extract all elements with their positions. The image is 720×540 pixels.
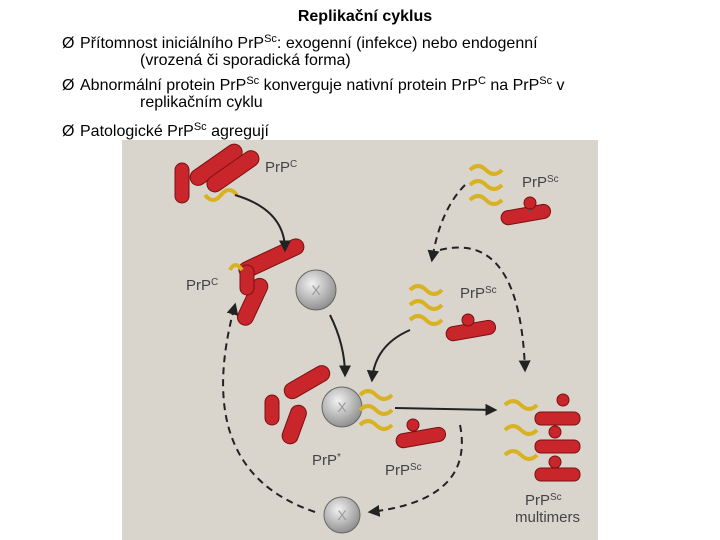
diagram-label: PrPC [186, 277, 218, 295]
circle-label: X [311, 282, 321, 298]
bullet-text: Abnormální protein PrPSc konverguje nati… [80, 75, 565, 94]
text-run: Patologické PrP [80, 123, 194, 140]
text-run: konverguje nativní protein PrP [259, 77, 478, 94]
text-run: v [552, 77, 564, 94]
text-run: multimers [515, 509, 580, 526]
text-run: (vrozená či sporadická forma) [140, 52, 351, 69]
text-run: PrP [186, 277, 211, 294]
diagram-label: multimers [515, 509, 580, 526]
text-run: PrP [265, 159, 290, 176]
text-run: agregují [207, 123, 270, 140]
bullet-text: (vrozená či sporadická forma) [140, 52, 351, 69]
superscript: C [478, 75, 486, 87]
superscript: Sc [194, 121, 207, 133]
diagram-label: PrPC [265, 159, 297, 177]
text-run: PrP [460, 285, 485, 302]
bullet-text: Patologické PrPSc agregují [80, 121, 270, 140]
superscript: Sc [547, 174, 559, 185]
superscript: Sc [410, 462, 422, 473]
superscript: Sc [539, 75, 552, 87]
circle-label: X [337, 507, 347, 523]
arrows [222, 184, 531, 517]
superscript: * [337, 452, 341, 463]
bullet-text: Přítomnost iniciálního PrPSc: exogenní (… [80, 33, 538, 52]
text-run: replikačním cyklu [140, 94, 263, 111]
bullet-text: replikačním cyklu [140, 94, 263, 111]
bullet-marker: Ø [62, 35, 74, 52]
text-run: na PrP [486, 77, 539, 94]
diagram-label: PrPSc [522, 174, 559, 192]
text-run: PrP [522, 174, 547, 191]
text-run: Přítomnost iniciálního PrP [80, 35, 264, 52]
diagram-label: PrP* [312, 452, 341, 470]
diagram-label: PrPSc [525, 492, 562, 510]
superscript: Sc [485, 285, 497, 296]
text-run: : exogenní (infekce) nebo endogenní [277, 35, 538, 52]
diagram-label: PrPSc [460, 285, 497, 303]
circle-label: X [337, 399, 347, 415]
text-run: PrP [312, 452, 337, 469]
superscript: Sc [246, 75, 259, 87]
superscript: Sc [264, 33, 277, 45]
superscript: Sc [550, 492, 562, 503]
bullet-marker: Ø [62, 77, 74, 94]
superscript: C [211, 277, 218, 288]
diagram-label: PrPSc [385, 462, 422, 480]
text-run: Abnormální protein PrP [80, 77, 246, 94]
text-run: PrP [385, 462, 410, 479]
diagram-image [122, 140, 598, 540]
slide-title: Replikační cyklus [298, 8, 432, 25]
bullet-marker: Ø [62, 123, 74, 140]
proteins [174, 143, 581, 534]
superscript: C [290, 159, 297, 170]
text-run: PrP [525, 492, 550, 509]
